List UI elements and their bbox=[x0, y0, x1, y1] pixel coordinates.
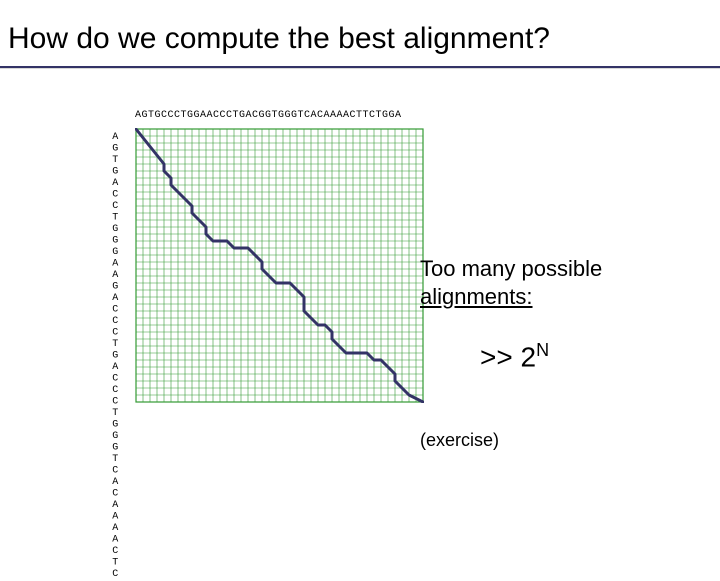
grid-svg bbox=[135, 128, 424, 403]
alignment-diagram: AGTGCCCTGGAACCCTGACGGTGGGTCACAAAACTTCTGG… bbox=[105, 110, 415, 490]
slide-title: How do we compute the best alignment? bbox=[8, 22, 550, 56]
title-underline bbox=[0, 66, 720, 69]
exercise-note: (exercise) bbox=[420, 430, 499, 451]
slide: How do we compute the best alignment? AG… bbox=[0, 0, 720, 540]
complexity-expression: >> 2N bbox=[480, 340, 549, 373]
complexity-prefix: >> 2 bbox=[480, 341, 536, 372]
alignment-grid bbox=[135, 128, 424, 408]
sequence-top: AGTGCCCTGGAACCCTGACGGTGGGTCACAAAACTTCTGG… bbox=[135, 110, 402, 121]
caption-line-1: Too many possible bbox=[420, 256, 602, 282]
complexity-exponent: N bbox=[536, 340, 549, 360]
caption-line-2: alignments: bbox=[420, 284, 533, 310]
sequence-left: AGTGACCTGGGAAGACCCTGACCCTGGGTCACAAAACTC bbox=[111, 132, 119, 581]
